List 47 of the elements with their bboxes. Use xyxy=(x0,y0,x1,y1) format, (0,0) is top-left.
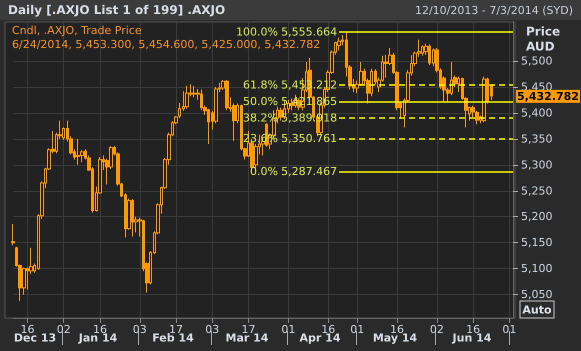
y-tick-label: 5,200 xyxy=(521,210,552,224)
ref-line-label: 5,555.664 xyxy=(281,26,338,39)
x-tick-label: 01 xyxy=(281,323,296,336)
y-tick-label: 5,400 xyxy=(521,106,552,120)
y-tick-label: 5,500 xyxy=(521,54,552,68)
candlestick xyxy=(225,80,229,111)
ref-line-label: 5,350.761 xyxy=(281,132,338,145)
x-tick-label: 02 xyxy=(430,323,444,336)
chart-subtitle: 12/10/2013 - 7/3/2014 (SYD) xyxy=(414,4,573,17)
x-tick-label: 03 xyxy=(205,323,220,336)
ref-line-label: 5,287.467 xyxy=(281,164,338,178)
y-tick-label: 5,300 xyxy=(521,158,552,172)
x-tick-label: 01 xyxy=(350,323,364,336)
y-tick-label: 5,100 xyxy=(521,262,552,276)
y-tick-label: 5,150 xyxy=(521,236,552,250)
annotation: 0.0% xyxy=(250,164,278,178)
candlestick xyxy=(11,224,15,246)
text: Apr 14 xyxy=(300,332,341,344)
annotation: 50.0% xyxy=(243,95,278,108)
y-tick-label: 5,350 xyxy=(521,132,552,146)
candlestick xyxy=(482,76,486,123)
x-tick-label: 02 xyxy=(56,323,71,336)
candlestick xyxy=(192,85,196,98)
candlestick xyxy=(207,108,210,145)
candlestick xyxy=(428,44,431,66)
annotation: 61.8% xyxy=(243,78,278,92)
x-tick-label: 01 xyxy=(502,323,516,336)
annotation: 100.0% xyxy=(236,26,278,39)
text: Auto xyxy=(522,304,552,316)
annotation: Cndl, .AXJO, Trade Price xyxy=(12,24,142,37)
y-tick-label: 5,250 xyxy=(521,184,552,198)
text: Jun 14 xyxy=(452,332,492,344)
candlestick xyxy=(76,138,80,166)
y-tick-label: 5,050 xyxy=(521,288,552,302)
text: Mar 14 xyxy=(226,332,269,344)
candlestick xyxy=(185,85,189,110)
candlestick xyxy=(200,89,203,111)
text: 5,432.782 xyxy=(517,90,579,103)
y-axis-title: Price AUD xyxy=(526,24,564,54)
candlestick xyxy=(131,198,134,237)
chart-title: Daily [.AXJO List 1 of 199] .AXJO xyxy=(8,3,226,17)
text: Dec 13 xyxy=(14,332,56,344)
candlestick xyxy=(337,37,341,52)
text: Jan 14 xyxy=(78,332,118,344)
x-tick-label: 03 xyxy=(132,323,147,336)
annotation: 6/24/2014, 5,453.300, 5,454.600, 5,425.000, 5,432.782 xyxy=(12,38,320,51)
text: Feb 14 xyxy=(152,332,194,344)
